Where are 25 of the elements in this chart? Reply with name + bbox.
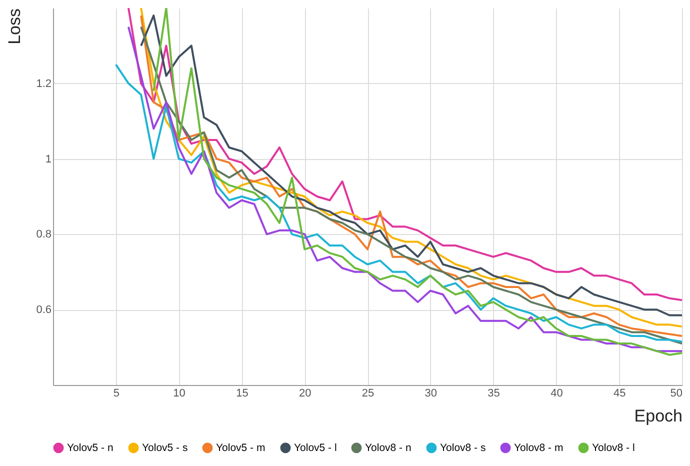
x-tick-label: 20 <box>298 388 312 400</box>
y-tick-label: 1.2 <box>36 78 52 90</box>
legend-label: Yolov5 - m <box>216 442 266 454</box>
x-tick-label: 10 <box>173 388 186 400</box>
x-tick-label: 45 <box>613 388 626 400</box>
legend-label: Yolov5 - l <box>294 442 337 454</box>
legend-label: Yolov8 - m <box>514 442 564 454</box>
legend-label: Yolov5 - n <box>67 442 114 454</box>
y-tick-label: 0.6 <box>36 304 52 316</box>
y-axis-title: Loss <box>5 8 24 44</box>
x-tick-label: 5 <box>113 388 120 400</box>
x-tick-label: 15 <box>236 388 248 400</box>
x-tick-label: 25 <box>362 388 374 400</box>
legend-label: Yolov8 - l <box>592 442 635 454</box>
legend-label: Yolov8 - s <box>440 442 486 454</box>
legend-label: Yolov5 - s <box>142 442 188 454</box>
line-series <box>114 64 682 343</box>
x-tick-label: 35 <box>488 388 500 400</box>
x-tick-label: 50 <box>670 388 682 400</box>
x-tick-label: 30 <box>424 388 438 400</box>
x-axis-title: Epoch <box>634 406 682 426</box>
x-tick-label: 40 <box>550 388 563 400</box>
y-tick-label: 1 <box>45 153 52 166</box>
legend-label: Yolov8 - n <box>365 442 412 454</box>
y-tick-label: 0.8 <box>36 228 52 241</box>
